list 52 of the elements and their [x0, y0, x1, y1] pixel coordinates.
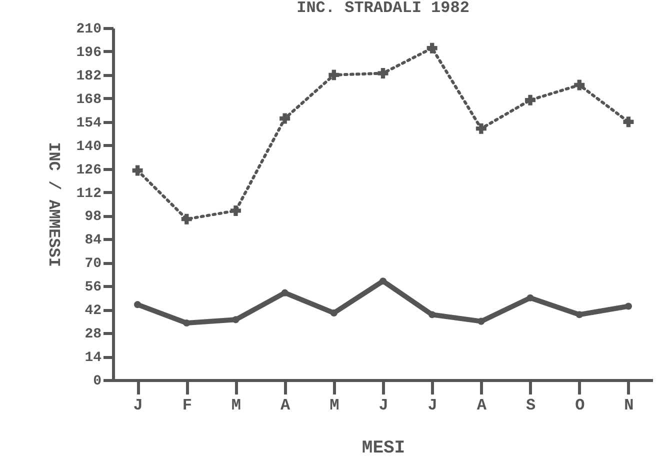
point [526, 294, 534, 302]
point [525, 94, 536, 106]
y-axis-title: INC / AMMESSI [44, 142, 62, 267]
point [280, 113, 290, 124]
point [132, 165, 143, 176]
point [379, 278, 387, 285]
point [328, 70, 340, 80]
point [330, 309, 338, 316]
y-tick-label: 182 [76, 68, 102, 84]
y-tick-label: 140 [76, 138, 102, 155]
point [183, 319, 190, 327]
point [426, 42, 438, 54]
x-tick-label: F [182, 396, 192, 414]
y-tick-label: 154 [76, 115, 102, 132]
y-tick-label: 112 [76, 186, 102, 202]
x-tick-label: M [231, 396, 242, 414]
point [478, 318, 485, 325]
point [623, 116, 634, 128]
x-tick-label: J [133, 396, 143, 414]
point [476, 123, 486, 134]
x-tick-label: M [330, 396, 340, 414]
point [181, 214, 192, 224]
x-tick-label: A [280, 396, 291, 414]
x-tick-label: N [624, 396, 634, 414]
x-tick-label: O [575, 396, 586, 414]
point [134, 301, 142, 308]
point [281, 289, 288, 296]
y-tick-label: 84 [84, 232, 102, 249]
y-tick-label: 98 [84, 209, 102, 226]
y-tick-label: 70 [84, 256, 102, 272]
x-tick-label: A [476, 396, 487, 414]
point [428, 311, 436, 318]
y-tick-label: 126 [76, 162, 102, 178]
y-tick-label: 210 [76, 22, 102, 38]
y-tick-label: 56 [84, 280, 102, 296]
y-tick-label: 0 [93, 374, 102, 390]
x-tick-label: J [428, 396, 438, 414]
point [232, 316, 240, 324]
point [230, 205, 241, 216]
y-tick-label: 42 [84, 303, 102, 320]
y-tick-label: 14 [84, 350, 102, 366]
point [576, 311, 583, 318]
y-tick-label: 28 [84, 326, 102, 343]
x-axis-title: MESI [362, 438, 406, 458]
y-tick-label: 196 [76, 44, 102, 61]
point [574, 80, 585, 90]
point [378, 68, 388, 78]
x-tick-label: S [526, 396, 536, 414]
chart-title: INC. STRADALI 1982 [296, 0, 470, 17]
x-tick-label: J [378, 396, 388, 414]
y-tick-label: 168 [76, 92, 102, 108]
point [624, 302, 632, 310]
